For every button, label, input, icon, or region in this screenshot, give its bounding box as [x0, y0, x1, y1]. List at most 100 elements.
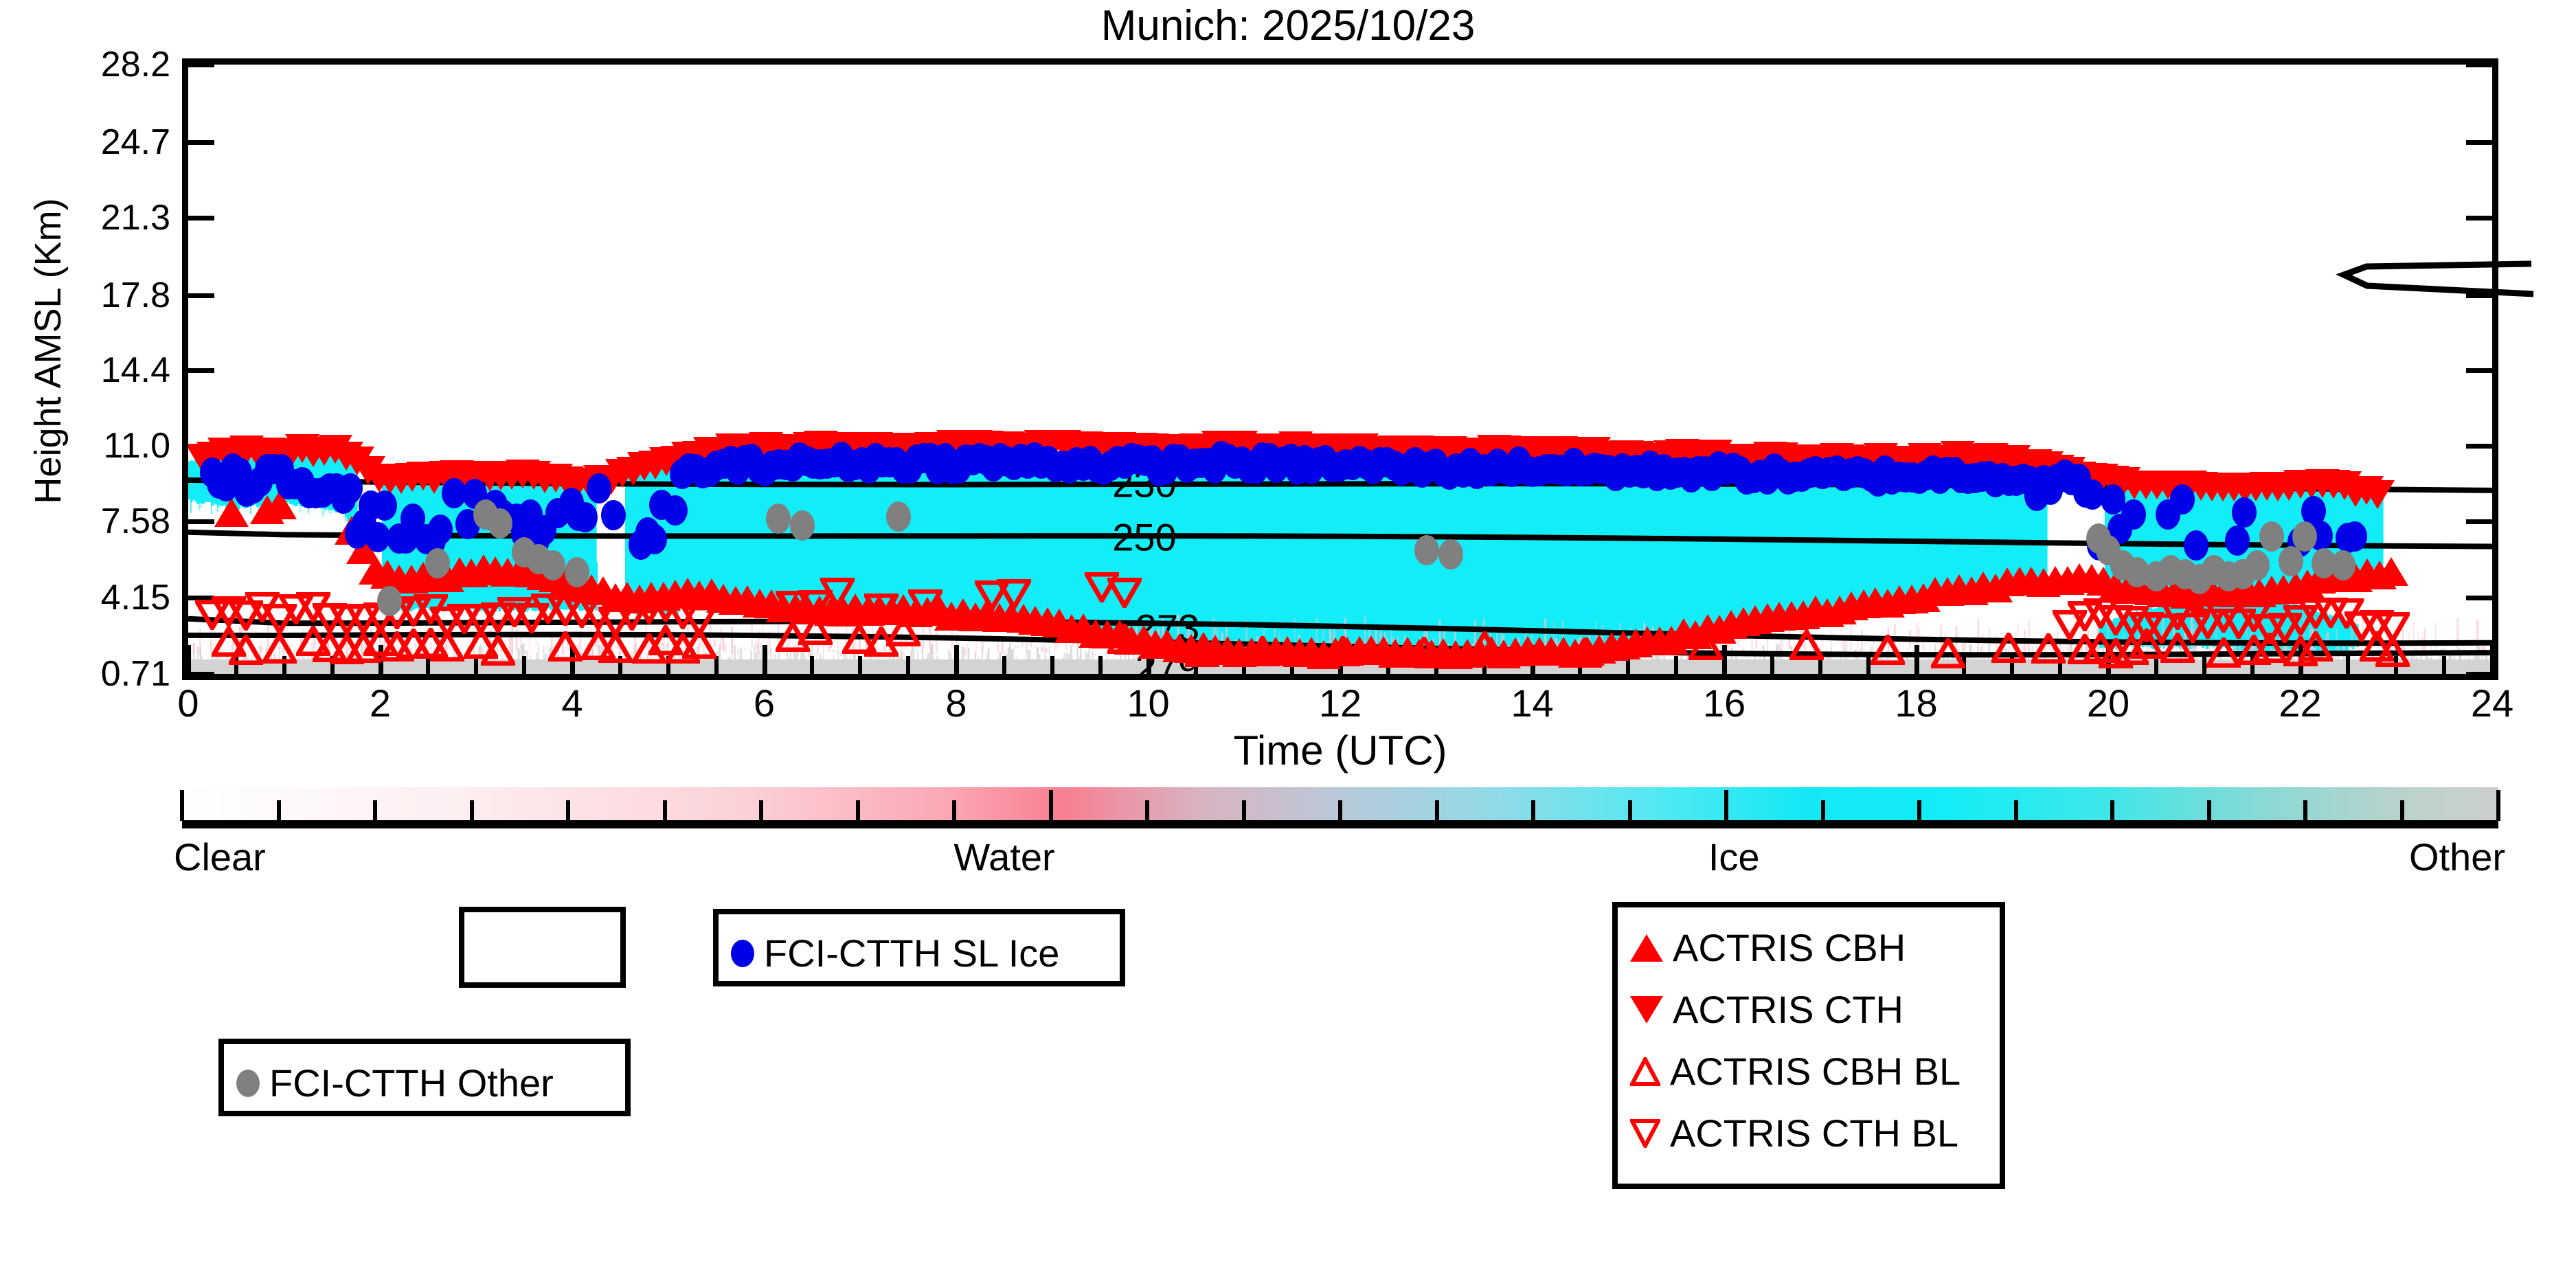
x-tick-minor: [282, 656, 286, 674]
legend-label-actris-cbh-bl: ACTRIS CBH BL: [1670, 1050, 1961, 1093]
ice-cloud-column: [1641, 458, 1644, 641]
ice-cloud-column: [699, 458, 702, 591]
other-speckle: [2425, 655, 2427, 659]
actris-cth-bl-marker: [1105, 577, 1144, 611]
x-tick-label: 2: [369, 681, 392, 725]
ice-cloud-column: [1559, 457, 1561, 650]
ice-cloud-column: [815, 449, 817, 607]
ice-cloud-column: [1965, 462, 1967, 587]
legend-box-other[interactable]: FCI-CTTH Other: [218, 1039, 631, 1116]
ice-cloud-column: [1649, 460, 1652, 641]
ice-cloud-column: [749, 453, 752, 598]
ice-cloud-column: [1400, 454, 1403, 652]
other-speckle: [2292, 657, 2294, 660]
ice-cloud-column: [862, 449, 865, 608]
other-speckle: [730, 656, 732, 659]
ice-cloud-column: [1383, 454, 1386, 648]
actris-cth-bl-marker: [817, 577, 857, 611]
actris-cth-bl-marker: [2112, 605, 2151, 639]
ice-cloud-column: [1952, 462, 1955, 587]
actris-cth-bl-marker: [394, 596, 433, 630]
ice-cloud-column: [1616, 459, 1619, 644]
ice-cloud-column: [736, 453, 739, 598]
other-speckle: [304, 656, 306, 660]
ice-cloud-column: [1258, 452, 1261, 647]
colorbar-tick: [1434, 800, 1439, 821]
fci-ctth-other-marker: [2244, 550, 2270, 581]
ice-cloud-column: [1977, 462, 1980, 585]
ice-cloud-column: [1625, 459, 1627, 642]
ice-cloud-column: [1948, 463, 1951, 591]
ice-cloud-column: [2004, 464, 2007, 582]
actris-cbh-bl-marker: [361, 623, 400, 657]
ice-cloud-column: [1631, 458, 1634, 641]
ice-cloud-column: [691, 460, 694, 589]
fci-ctth-sl-ice-marker: [2183, 530, 2208, 561]
ice-cloud-column: [734, 454, 737, 596]
ice-cloud-column: [887, 450, 890, 608]
x-tick-minor: [858, 656, 863, 674]
y-tick-mark: [188, 215, 214, 221]
ice-cloud-column: [1519, 455, 1522, 649]
ice-cloud-column: [1513, 455, 1516, 652]
x-tick-minor: [1770, 656, 1774, 674]
ice-cloud-column: [1998, 463, 2000, 582]
legend-item-actris-cth-bl[interactable]: ACTRIS CTH BL: [1618, 1103, 2000, 1164]
ice-cloud-column: [889, 451, 892, 607]
ice-cloud-column: [1550, 457, 1553, 649]
ice-cloud-column: [1404, 455, 1407, 648]
legend-box-actris[interactable]: ACTRIS CBH ACTRIS CTH ACTRIS CBH BL ACTR…: [1612, 902, 2005, 1189]
ice-cloud-column: [2031, 466, 2033, 581]
legend-item-actris-cth[interactable]: ACTRIS CTH: [1618, 979, 2000, 1041]
ice-cloud-column: [909, 449, 912, 609]
ice-cloud-column: [2024, 468, 2027, 580]
legend-item-other[interactable]: FCI-CTTH Other: [224, 1044, 625, 1122]
x-tick-label: 22: [2279, 681, 2322, 725]
legend-box-sl-ice[interactable]: FCI-CTTH SL Ice: [713, 909, 1125, 986]
colorbar-tick: [566, 800, 570, 821]
x-tick-mark: [954, 645, 959, 674]
ice-cloud-column: [1515, 455, 1518, 652]
ice-cloud-column: [386, 480, 389, 573]
ice-cloud-column: [1386, 454, 1388, 648]
legend-item-sl-ice[interactable]: FCI-CTTH SL Ice: [719, 914, 1120, 992]
ice-cloud-column: [2022, 468, 2025, 578]
actris-cth-bl-marker: [596, 606, 635, 640]
y-tick-mark: [188, 293, 214, 298]
colorbar-tick: [276, 800, 281, 821]
ice-cloud-column: [1250, 451, 1252, 650]
actris-cth-bl-marker: [478, 602, 517, 636]
actris-cbh-bl-marker: [1465, 628, 1504, 662]
legend-item-actris-cbh[interactable]: ACTRIS CBH: [1618, 917, 2000, 979]
ice-cloud-column: [934, 449, 937, 609]
ice-cloud-column: [860, 451, 863, 607]
ice-cloud-column: [1907, 463, 1910, 594]
y-tick-mark: [188, 596, 214, 600]
ice-cloud-column: [697, 457, 700, 591]
ice-cloud-column: [683, 462, 686, 591]
legend-item-actris-cbh-bl[interactable]: ACTRIS CBH BL: [1618, 1041, 2000, 1103]
actris-cth-bl-marker: [2219, 608, 2259, 642]
ice-cloud-column: [2002, 464, 2004, 582]
ice-cloud-column: [710, 455, 712, 591]
plot-area[interactable]: 230 250 273 279: [182, 58, 2498, 680]
actris-cbh-bl-marker: [646, 622, 686, 656]
ice-cloud-column: [751, 453, 754, 601]
legend-label-actris-cth: ACTRIS CTH: [1673, 988, 1903, 1031]
ice-cloud-column: [1913, 463, 1916, 596]
ice-cloud-column: [1408, 455, 1411, 650]
fci-ctth-sl-ice-marker: [372, 490, 398, 521]
actris-cth-bl-marker: [2204, 602, 2243, 635]
ice-cloud-column: [679, 462, 681, 589]
legend-box-empty[interactable]: [459, 907, 626, 988]
actris-cbh-bl-marker: [795, 611, 835, 646]
y-tick-label: 0.71: [100, 654, 170, 694]
actris-cth-bl-marker: [2189, 608, 2228, 642]
y-tick-mark: [2466, 443, 2492, 449]
ice-cloud-column: [846, 449, 848, 606]
ice-cloud-column: [1489, 456, 1491, 652]
ice-cloud-column: [1557, 457, 1559, 651]
fci-ctth-other-marker: [886, 501, 912, 532]
ice-cloud-column: [885, 449, 888, 609]
